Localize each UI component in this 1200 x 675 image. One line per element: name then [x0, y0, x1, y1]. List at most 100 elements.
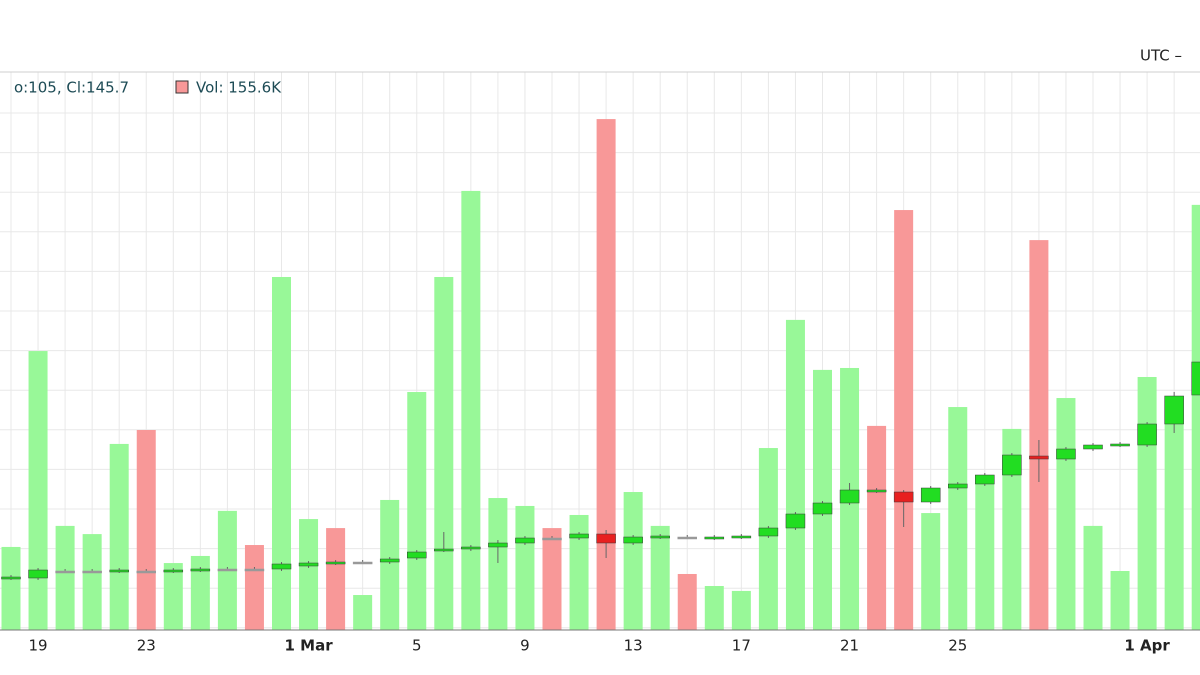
volume-bar — [758, 448, 778, 630]
candle-body — [948, 483, 968, 489]
volume-bar — [326, 528, 346, 630]
candle-body — [82, 570, 102, 574]
candle-body — [352, 561, 373, 565]
candle-body — [542, 537, 562, 541]
candle-body — [217, 568, 238, 572]
candle-body — [109, 569, 129, 573]
timezone: UTC – — [1140, 47, 1182, 65]
volume-bar — [704, 586, 724, 630]
candle-body — [379, 558, 400, 563]
volume-bar — [1164, 398, 1184, 630]
volume-bar — [569, 514, 589, 630]
candle-body — [623, 536, 643, 544]
volume-bar — [867, 425, 887, 630]
candle-body — [785, 513, 806, 529]
volume-bar — [190, 555, 210, 630]
candle-body — [1164, 395, 1184, 425]
volume-bar — [975, 475, 995, 630]
candle-body — [1110, 443, 1130, 447]
candle-body — [839, 489, 860, 504]
volume-bar — [1056, 398, 1076, 630]
volume-bar — [1137, 376, 1157, 630]
candle-body — [1, 576, 21, 580]
candle-body — [55, 570, 75, 574]
volume-bar — [1002, 428, 1022, 630]
candle-body — [28, 569, 48, 579]
candle-body — [731, 535, 752, 539]
candle-body — [758, 527, 779, 537]
x-tick-label: 1 Apr — [1124, 637, 1170, 655]
x-tick-label: 5 — [412, 637, 422, 655]
candle-body — [704, 536, 725, 540]
candle-body — [298, 562, 319, 567]
volume-bar — [894, 210, 914, 631]
x-tick-label: 19 — [29, 637, 48, 655]
candle-body — [244, 568, 265, 572]
x-tick-label: 17 — [732, 637, 751, 655]
volume-bar — [82, 534, 102, 630]
x-tick-label: 23 — [137, 637, 156, 655]
candle-body — [812, 502, 833, 515]
volume-bar — [515, 505, 535, 630]
candle-body — [975, 474, 995, 485]
volume-bar — [1029, 240, 1049, 630]
volume-bar — [1110, 570, 1130, 630]
volume-bar — [163, 563, 183, 630]
volume-bar — [650, 525, 670, 630]
candle-body — [1191, 361, 1200, 396]
candle-body — [650, 535, 670, 539]
x-tick-label: 9 — [520, 637, 530, 655]
candle-body — [515, 537, 535, 544]
volume-legend-swatch — [175, 80, 189, 94]
volume-bar — [542, 528, 562, 630]
candle-body — [893, 491, 914, 503]
volume-bar — [244, 545, 264, 630]
volume-bar — [461, 190, 481, 630]
candle-body — [596, 533, 616, 544]
volume-bar — [731, 590, 751, 630]
volume-bar — [677, 573, 697, 630]
volume-bar — [813, 369, 832, 630]
candle-body — [1056, 448, 1076, 460]
candle-body — [866, 489, 887, 493]
candle-body — [190, 568, 211, 572]
candle-body — [569, 533, 589, 539]
volume-bar — [1083, 525, 1103, 630]
candle-body — [1137, 423, 1157, 446]
candle-body — [163, 569, 184, 573]
volume-bar — [623, 492, 643, 630]
candle-body — [434, 548, 454, 552]
volume-bar — [785, 319, 805, 630]
volume-bar — [380, 499, 400, 630]
volume-bar — [272, 276, 291, 630]
candle-body — [271, 563, 292, 570]
candle-body — [488, 542, 508, 548]
volume-bar — [55, 525, 75, 630]
x-tick-label: 21 — [840, 637, 859, 655]
volume-bar — [1191, 204, 1200, 630]
plot — [1, 119, 1200, 631]
volume-bar — [353, 595, 373, 630]
candle-body — [1002, 454, 1022, 476]
volume-bar — [109, 443, 129, 630]
volume-bar — [299, 519, 319, 630]
volume-bar — [488, 498, 508, 630]
candle-body — [1083, 444, 1103, 450]
candle-body — [325, 561, 346, 565]
candle-body — [407, 551, 427, 559]
volume-bar — [28, 351, 48, 630]
candle-body — [677, 536, 697, 540]
volume-bar — [434, 276, 454, 630]
candle-body — [461, 546, 481, 550]
volume-bar — [136, 430, 156, 630]
x-tick-label: 13 — [624, 637, 643, 655]
x-tick-label: 25 — [948, 637, 967, 655]
candle-body — [920, 487, 941, 503]
volume-bar — [921, 513, 941, 630]
x-tick-label: 1 Mar — [284, 637, 333, 655]
ohlc-label: o:105, Cl:145.7 — [14, 79, 129, 97]
volume-bar — [948, 407, 968, 630]
candle-body — [1029, 455, 1049, 460]
volume-label: Vol: 155.6K — [196, 79, 282, 97]
